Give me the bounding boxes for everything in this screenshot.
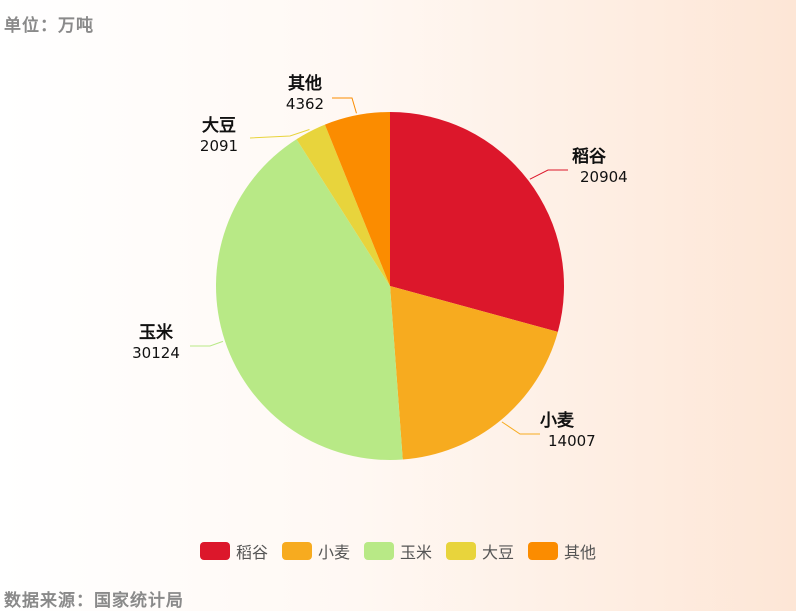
slice-label-value-1: 14007 xyxy=(548,432,596,450)
slice-label-name-4: 其他 xyxy=(288,73,322,94)
leader-lines xyxy=(190,97,568,435)
leader-line-4 xyxy=(332,97,357,114)
legend-item-2[interactable]: 玉米 xyxy=(363,539,432,563)
legend-label: 其他 xyxy=(564,543,597,562)
legend-swatch xyxy=(363,542,394,560)
leader-line-1 xyxy=(501,421,540,435)
legend-swatch xyxy=(281,542,312,560)
pie-slice-3[interactable] xyxy=(296,124,390,286)
legend-swatch xyxy=(446,542,476,560)
legend-label: 小麦 xyxy=(317,543,350,562)
pie-slice-0[interactable] xyxy=(390,112,565,332)
legend-label: 大豆 xyxy=(482,543,515,562)
slice-label-value-3: 2091 xyxy=(200,137,238,155)
legend-item-1[interactable]: 小麦 xyxy=(281,539,350,563)
leader-line-2 xyxy=(190,340,224,347)
legend-item-3[interactable]: 大豆 xyxy=(446,539,514,563)
leader-line-3 xyxy=(249,129,310,139)
leader-line-0 xyxy=(529,169,568,180)
slice-label-name-2: 玉米 xyxy=(139,322,174,343)
legend-label: 玉米 xyxy=(399,543,432,562)
pie-slice-2[interactable] xyxy=(215,139,403,460)
legend-swatch xyxy=(528,542,559,560)
legend-item-4[interactable]: 其他 xyxy=(528,539,596,563)
pie-slices xyxy=(215,112,565,460)
unit-label: 单位：万吨 xyxy=(4,16,94,36)
chart-legend: 稻谷 小麦 玉米 大豆 其他 xyxy=(0,539,796,563)
source-label: 数据来源：国家统计局 xyxy=(4,591,184,611)
legend-swatch xyxy=(199,542,230,560)
slice-label-value-0: 20904 xyxy=(580,168,628,186)
slice-label-name-1: 小麦 xyxy=(540,410,575,431)
legend-item-0[interactable]: 稻谷 xyxy=(199,539,268,563)
slice-label-name-3: 大豆 xyxy=(202,115,236,136)
slice-label-value-4: 4362 xyxy=(286,95,324,113)
slice-label-value-2: 30124 xyxy=(132,344,180,362)
pie-slice-4[interactable] xyxy=(324,112,390,286)
pie-slice-1[interactable] xyxy=(390,286,558,460)
legend-label: 稻谷 xyxy=(235,543,268,562)
slice-label-name-0: 稻谷 xyxy=(572,147,607,167)
